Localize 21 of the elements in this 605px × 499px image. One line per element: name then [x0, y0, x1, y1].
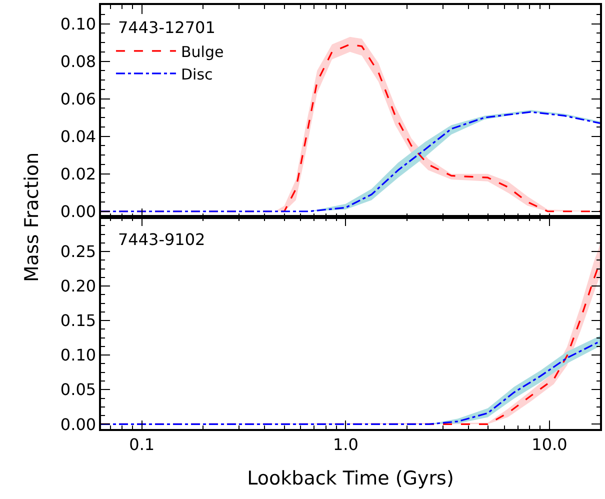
y-tick-label: 0.05: [60, 380, 96, 400]
y-tick-label: 0.02: [60, 164, 96, 184]
y-tick-label: 0.15: [60, 311, 96, 330]
x-tick-label: 1.0: [332, 434, 358, 454]
y-axis-title: Mass Fraction: [21, 152, 43, 282]
x-axis-title: Lookback Time (Gyrs): [247, 467, 454, 490]
y-tick-label: 0.06: [60, 89, 96, 108]
annotation: 7443-12701: [118, 18, 216, 37]
y-tick-label: 0.00: [60, 414, 96, 434]
legend-label: Bulge: [180, 42, 224, 61]
annotation: 7443-9102: [118, 230, 206, 249]
y-tick-label: 0.08: [60, 52, 96, 71]
legend-label: Disc: [180, 65, 213, 84]
x-tick-label: 10.0: [532, 434, 568, 454]
y-tick-label: 0.20: [60, 276, 96, 296]
y-tick-label: 0.00: [60, 202, 96, 221]
x-tick-label: 0.1: [129, 434, 155, 454]
y-tick-label: 0.04: [60, 126, 96, 146]
y-tick-label: 0.10: [60, 14, 96, 34]
y-tick-label: 0.10: [60, 346, 96, 365]
y-tick-label: 0.25: [60, 242, 96, 262]
